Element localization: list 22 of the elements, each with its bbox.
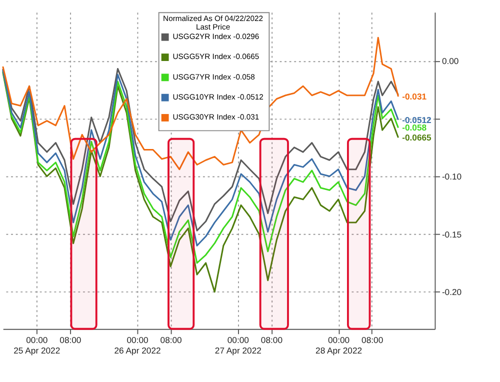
data-label: -0.058 (402, 122, 427, 133)
x-tick-label: 08:00 (362, 334, 384, 345)
y-tick-label: -0.15 (442, 229, 462, 240)
legend-title: Normalized As Of 04/22/2022 Last Price (163, 14, 264, 32)
x-tick-label: 00:00 25 Apr 2022 (14, 334, 60, 356)
legend-label: USGG5YR Index -0.0665 (172, 52, 260, 62)
x-tick-label: 08:00 (160, 334, 182, 345)
legend-label: USGG7YR Index -0.058 (172, 72, 255, 82)
y-tick-label: -0.10 (442, 172, 462, 182)
x-tick-label: 00:00 26 Apr 2022 (114, 334, 161, 356)
legend-label: USGG2YR Index -0.0296 (172, 32, 260, 42)
legend-label: USGG30YR Index -0.031 (172, 112, 260, 122)
y-tick-label: 0.00 (442, 56, 459, 66)
y-tick-label: -0.20 (442, 287, 462, 298)
x-tick-label: 08:00 (260, 334, 283, 345)
legend-label: USGG10YR Index -0.0512 (172, 92, 264, 102)
data-label: -0.0512 (402, 114, 432, 125)
x-tick-label: 08:00 (60, 334, 82, 345)
x-tick-label: 00:00 27 Apr 2022 (214, 334, 262, 356)
x-tick-label: 00:00 28 Apr 2022 (316, 334, 362, 356)
data-label: -0.0665 (402, 132, 432, 142)
data-label: -0.031 (402, 91, 427, 102)
